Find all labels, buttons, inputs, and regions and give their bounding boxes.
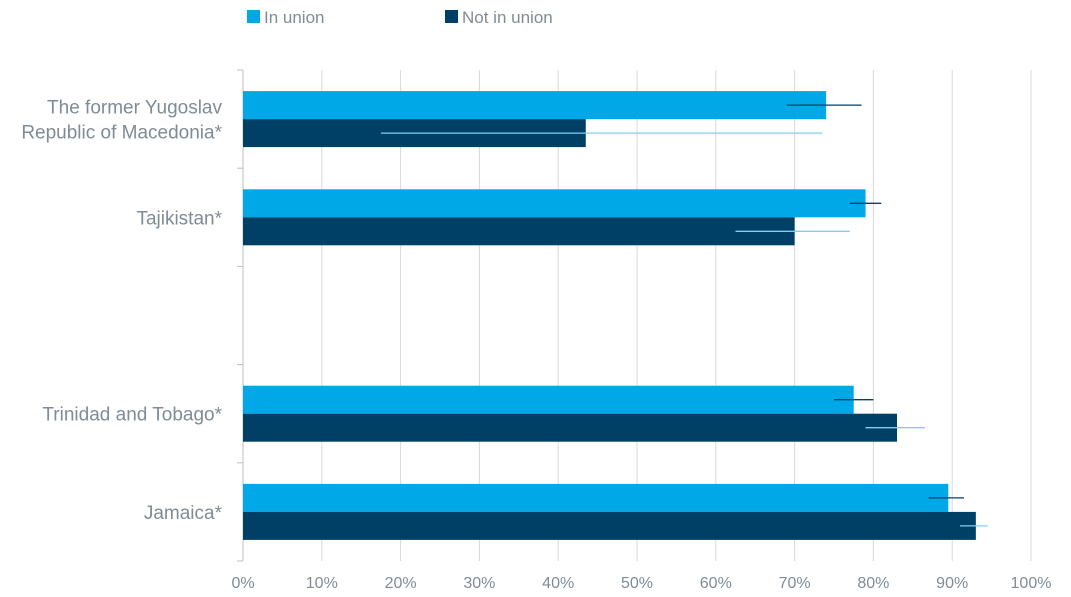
x-tick-label-5: 50% [621,575,653,592]
bar-s1-c1 [243,217,795,246]
legend-swatch-0 [247,10,260,23]
x-tick-label-3: 30% [463,575,495,592]
bar-s0-c3 [243,385,854,414]
x-tick-label-10: 100% [1011,575,1052,592]
x-tick-label-8: 80% [857,575,889,592]
x-tick-label-1: 10% [306,575,338,592]
bar-s1-c4 [243,511,976,540]
bar-s0-c4 [243,483,949,512]
category-label-3: Trinidad and Tobago* [42,405,222,426]
error-bars [380,104,988,527]
category-labels: The former Yugoslav Republic of Macedonia… [21,98,222,524]
category-label-0: The former Yugoslav Republic of Macedonia… [21,98,222,144]
legend-label-1: Not in union [462,8,553,27]
bars [243,91,976,540]
legend-swatch-1 [445,10,458,23]
x-tick-label-0: 0% [231,575,254,592]
bar-s1-c3 [243,413,898,442]
legend: In union Not in union [247,8,553,27]
x-tick-label-6: 60% [700,575,732,592]
x-tick-label-2: 20% [385,575,417,592]
category-label-1: Tajikistan* [136,208,222,229]
x-tick-label-4: 40% [542,575,574,592]
x-tick-label-7: 70% [779,575,811,592]
x-tick-labels: 0% 10% 20% 30% 40% 50% 60% 70% 80% 90% 100% [231,575,1051,592]
category-label-4: Jamaica* [144,503,223,524]
x-tick-label-9: 90% [936,575,968,592]
bar-s0-c0 [243,91,827,120]
y-axis [237,69,244,562]
bar-s0-c1 [243,189,866,218]
legend-label-0: In union [264,8,325,27]
grid [242,70,1032,561]
